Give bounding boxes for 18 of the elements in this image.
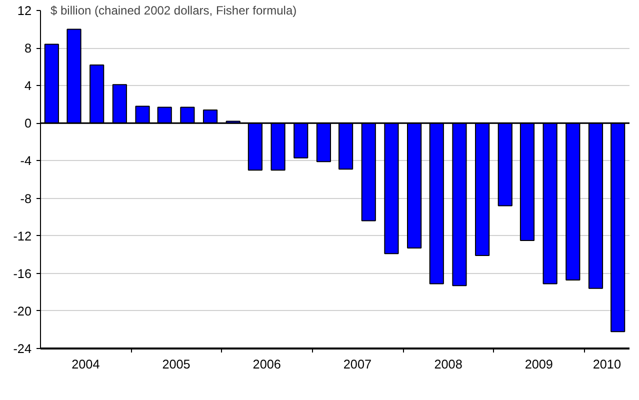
x-tick-label: 2010 [592, 358, 621, 372]
chart-title: $ billion (chained 2002 dollars, Fisher formula) [50, 4, 297, 18]
y-tick-label: -8 [20, 192, 32, 206]
x-tick-label: 2004 [72, 358, 100, 372]
y-tick-label: 12 [17, 4, 32, 18]
y-tick-label: -4 [20, 154, 32, 168]
x-tick-label: 2005 [162, 358, 190, 372]
y-tick-label: 8 [24, 42, 32, 56]
y-tick-label: -16 [13, 266, 32, 281]
x-tick-label: 2009 [524, 358, 553, 372]
y-tick-label: 4 [24, 79, 32, 94]
x-tick-label: 2006 [252, 358, 281, 372]
y-tick-label: -12 [13, 229, 32, 244]
x-tick-label: 2008 [434, 358, 462, 372]
x-tick-label: 2007 [343, 358, 372, 372]
y-tick-label: 0 [24, 116, 32, 131]
y-tick-label: -20 [13, 304, 32, 318]
y-tick-label: -24 [13, 342, 32, 356]
